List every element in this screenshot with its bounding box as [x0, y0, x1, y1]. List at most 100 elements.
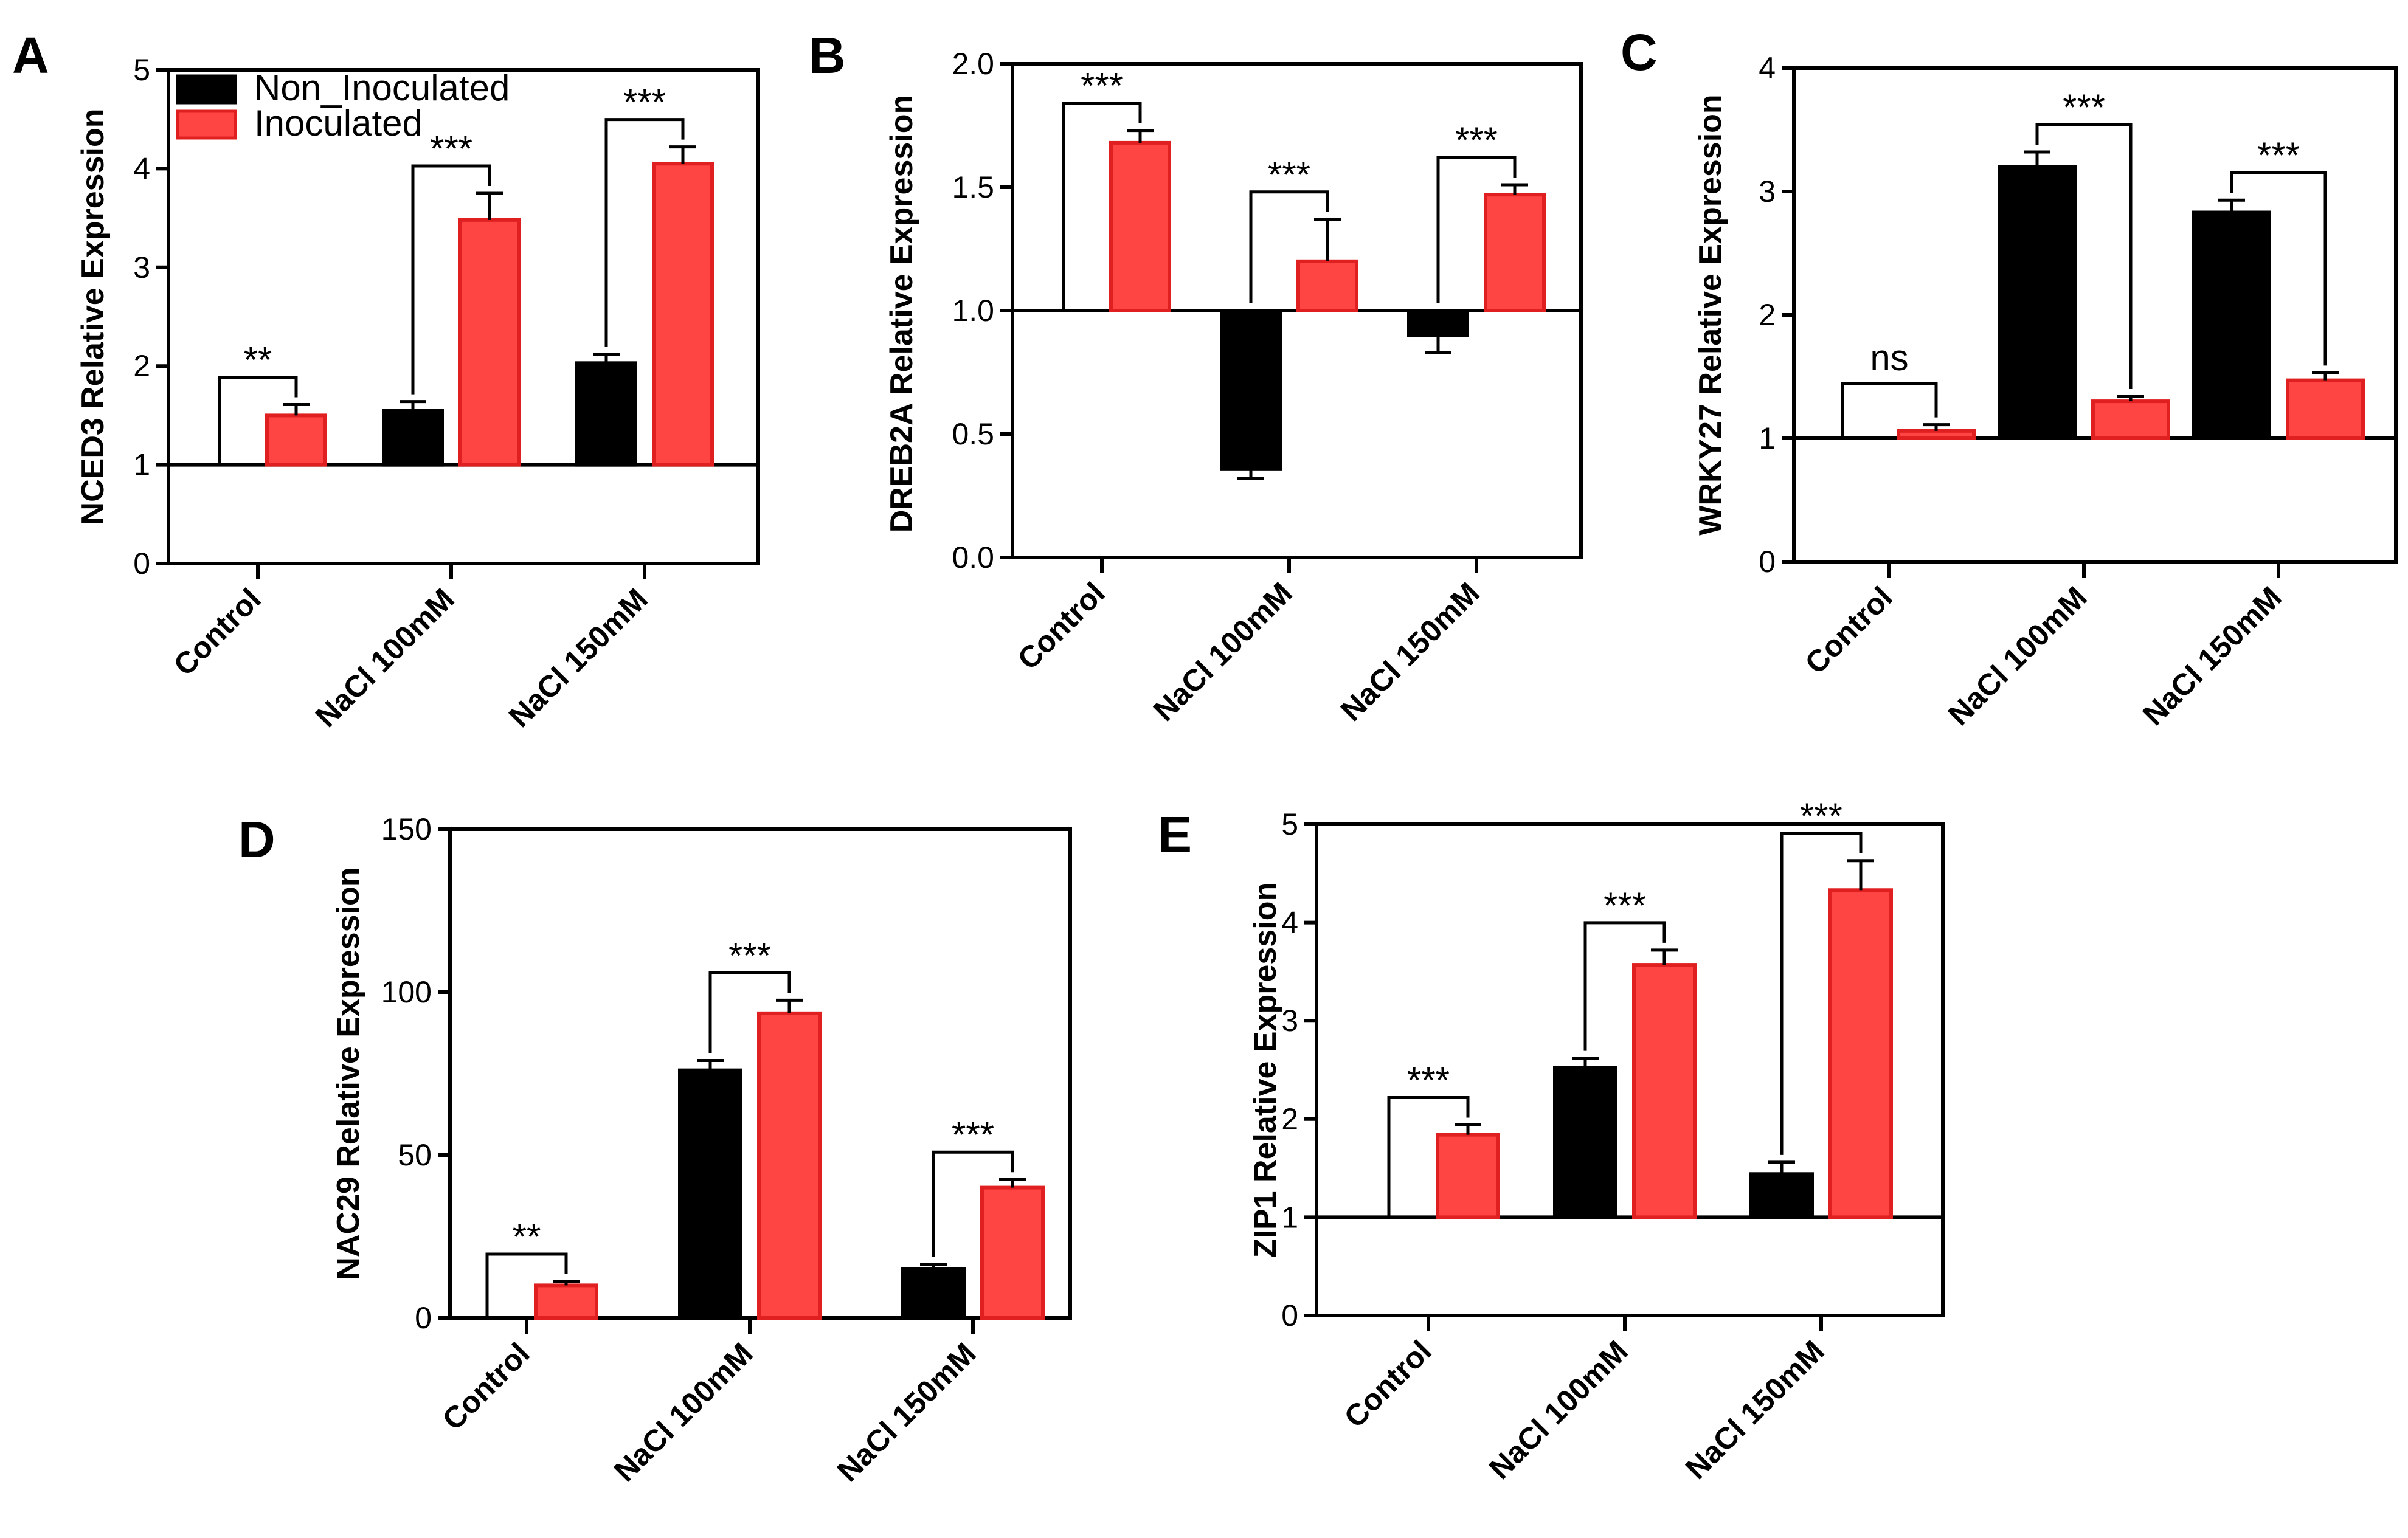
bar-inoculated — [534, 1283, 598, 1320]
plot-frame — [1792, 66, 2398, 564]
x-category-label: NaCl 150mM — [831, 1336, 983, 1488]
bar-inoculated — [1897, 429, 1976, 441]
y-tick-label: 5 — [133, 53, 150, 87]
bar-inoculated — [1436, 1133, 1500, 1219]
panel-d: D NAC29 Relative Expression 0 50 100 150 Contr… — [238, 811, 1072, 1488]
y-tick-label: 2 — [1759, 298, 1776, 332]
bar-inoculated — [458, 218, 521, 467]
plot-frame — [167, 68, 760, 565]
x-category-label: Control — [1799, 580, 1899, 680]
bar-non-inoculated — [1553, 1066, 1617, 1219]
x-category-label: NaCl 100mM — [607, 1336, 759, 1488]
significance-label: ** — [244, 340, 272, 381]
bar-non-inoculated — [901, 1267, 966, 1320]
y-tick-label: 2 — [1281, 1102, 1298, 1136]
legend-swatch-non-inoculated — [176, 74, 237, 105]
x-category-label: Control — [1011, 576, 1112, 676]
significance-label: ns — [1870, 337, 1908, 378]
panel-letter: D — [238, 811, 275, 868]
legend-swatch-inoculated — [176, 109, 237, 140]
significance-label: ** — [513, 1216, 541, 1257]
x-category-label: NaCl 100mM — [1147, 576, 1299, 728]
y-tick-label: 1.0 — [952, 294, 994, 328]
bar-inoculated — [757, 1011, 822, 1320]
y-tick-label: 0 — [1281, 1298, 1298, 1333]
y-tick-label: 100 — [381, 975, 432, 1009]
plot-frame — [1315, 822, 1945, 1317]
x-category-label: NaCl 100mM — [1483, 1334, 1635, 1486]
significance-label: *** — [952, 1114, 994, 1155]
significance-label: *** — [1407, 1060, 1450, 1100]
bar-inoculated — [980, 1185, 1045, 1320]
significance-bracket — [1436, 156, 1517, 303]
y-tick-label: 2.0 — [952, 47, 994, 81]
bar-non-inoculated — [2192, 210, 2271, 440]
bar-non-inoculated — [1998, 165, 2077, 440]
bar-non-inoculated — [678, 1068, 742, 1320]
x-category-label: NaCl 150mM — [1334, 576, 1486, 728]
significance-label: *** — [1455, 120, 1498, 160]
significance-label: *** — [728, 935, 771, 976]
y-tick-label: 3 — [1759, 174, 1776, 209]
y-tick-label: 0 — [1759, 545, 1776, 579]
significance-bracket — [604, 118, 685, 347]
y-tick-label: 1 — [1759, 421, 1776, 455]
y-axis-title: WRKY27 Relative Expression — [1693, 94, 1728, 535]
y-tick-label: 50 — [398, 1138, 432, 1172]
bar-inoculated — [1109, 140, 1171, 312]
significance-bracket — [708, 971, 791, 1053]
panel-letter: E — [1158, 806, 1192, 863]
x-category-label: NaCl 100mM — [1942, 580, 2094, 732]
significance-label: *** — [1081, 66, 1123, 106]
bar-inoculated — [2091, 399, 2170, 440]
y-tick-label: 3 — [133, 250, 150, 284]
x-category-label: NaCl 100mM — [309, 582, 461, 734]
y-tick-label: 0.0 — [952, 540, 994, 574]
significance-label: *** — [2257, 135, 2300, 176]
y-tick-label: 1 — [133, 448, 150, 482]
bar-inoculated — [1484, 193, 1546, 312]
significance-label: *** — [1800, 796, 1842, 836]
y-tick-label: 5 — [1281, 807, 1298, 841]
y-tick-label: 4 — [1281, 906, 1298, 940]
y-axis-title: NCED3 Relative Expression — [75, 109, 111, 525]
panel-b: B DREB2A Relative Expression 0.0 0.5 1.0 1.5 2… — [809, 27, 1583, 728]
significance-bracket — [1583, 921, 1666, 1051]
bar-non-inoculated — [382, 409, 444, 467]
x-category-label: NaCl 150mM — [502, 582, 654, 734]
significance-bracket — [1841, 382, 1938, 438]
significance-bracket — [2035, 123, 2133, 389]
y-axis-title: DREB2A Relative Expression — [884, 95, 919, 533]
bar-inoculated — [265, 413, 327, 467]
legend-label-non-inoculated: Non_Inoculated — [254, 67, 510, 108]
significance-bracket — [1062, 102, 1142, 311]
panel-letter: A — [12, 27, 49, 84]
bar-inoculated — [1632, 963, 1697, 1219]
bar-inoculated — [1828, 888, 1893, 1219]
bar-inoculated — [652, 162, 714, 467]
y-tick-label: 1.5 — [952, 170, 994, 204]
significance-bracket — [1387, 1095, 1470, 1218]
significance-bracket — [411, 164, 491, 395]
bar-non-inoculated — [1749, 1172, 1814, 1219]
significance-label: *** — [1268, 154, 1310, 195]
significance-bracket — [485, 1252, 568, 1318]
y-tick-label: 150 — [381, 812, 432, 846]
x-category-label: Control — [436, 1336, 536, 1436]
significance-bracket — [218, 376, 298, 465]
y-tick-label: 1 — [1281, 1200, 1298, 1234]
bar-non-inoculated — [575, 361, 637, 467]
panel-c: C WRKY27 Relative Expression 0 1 2 3 4 Control n… — [1621, 24, 2398, 732]
significance-bracket — [932, 1150, 1014, 1257]
significance-label: *** — [1604, 885, 1646, 926]
panel-letter: B — [809, 27, 846, 84]
significance-label: *** — [430, 128, 472, 169]
y-tick-label: 4 — [133, 151, 150, 185]
y-tick-label: 3 — [1281, 1004, 1298, 1038]
y-tick-label: 0 — [415, 1301, 432, 1335]
y-axis-title: ZIP1 Relative Expression — [1248, 882, 1283, 1258]
y-axis-title: NAC29 Relative Expression — [331, 867, 366, 1280]
significance-label: *** — [623, 82, 666, 123]
